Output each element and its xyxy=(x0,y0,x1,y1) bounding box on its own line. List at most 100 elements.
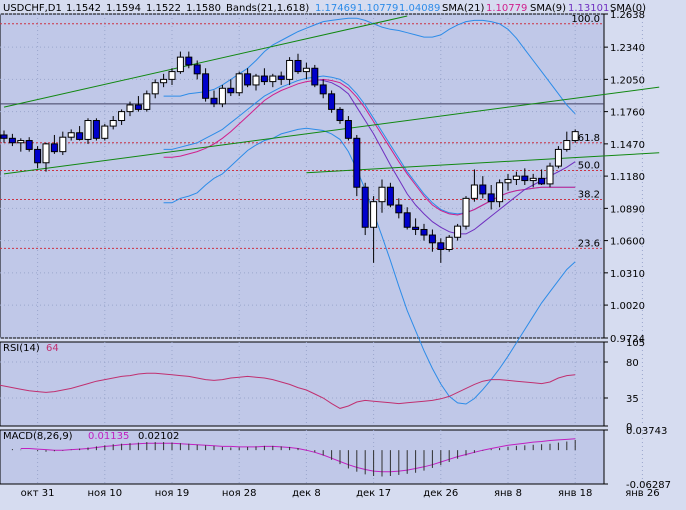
candle-body xyxy=(521,175,529,182)
candle-body xyxy=(554,148,562,167)
rsi-panel xyxy=(0,341,605,427)
candle-body xyxy=(151,82,159,95)
candle-body xyxy=(328,93,336,110)
macd-value-1: 0.01135 xyxy=(88,431,129,442)
quote-close: 1.1580 xyxy=(186,3,221,14)
candle-body xyxy=(412,226,420,230)
sma9-value: 1.13101 xyxy=(568,3,609,14)
sma21-value: 1.10779 xyxy=(486,3,527,14)
candle-body xyxy=(479,184,487,195)
date-tick-label: янв 18 xyxy=(558,488,592,499)
date-tick-label: дек 26 xyxy=(423,488,458,499)
bands-upper-value: 1.17469 xyxy=(315,3,356,14)
candle-body xyxy=(25,140,33,150)
candle-body xyxy=(428,234,436,244)
fibonacci-label: 50.0 xyxy=(578,161,600,172)
candle-body xyxy=(218,87,226,105)
date-tick-label: дек 8 xyxy=(292,488,321,499)
candle-body xyxy=(8,137,16,144)
price-tick-label: 1.0310 xyxy=(610,269,645,280)
channel-line xyxy=(306,152,660,174)
candle-body xyxy=(277,75,285,80)
bollinger-upper-line xyxy=(163,17,576,115)
candle-body xyxy=(529,177,537,182)
date-tick-label: ноя 10 xyxy=(88,488,123,499)
candle-body xyxy=(462,197,470,227)
rsi-tick-label: 35 xyxy=(626,394,639,405)
candle-body xyxy=(193,64,201,75)
candle-body xyxy=(403,212,411,228)
fibonacci-label: 38.2 xyxy=(578,189,600,200)
channel-line xyxy=(3,15,408,108)
price-tick-label: 1.0020 xyxy=(610,301,645,312)
candle-body xyxy=(76,132,84,140)
candle-body xyxy=(160,78,168,84)
candle-body xyxy=(260,75,268,83)
macd-tick-label: 0.03743 xyxy=(626,426,667,437)
candle-body xyxy=(370,201,378,228)
price-tick-label: 1.2340 xyxy=(610,43,645,54)
price-tick-label: 1.0890 xyxy=(610,204,645,215)
candle-body xyxy=(244,73,252,86)
candle-body xyxy=(269,75,277,83)
macd-value-2: 0.02102 xyxy=(138,431,179,442)
channel-line xyxy=(3,86,660,175)
date-tick-label: ноя 28 xyxy=(222,488,257,499)
sma9-label: SMA(9) xyxy=(530,3,566,14)
candle-body xyxy=(546,165,554,185)
sma21-label: SMA(21) xyxy=(442,3,484,14)
candle-body xyxy=(143,93,151,110)
date-tick-label: янв 26 xyxy=(625,488,659,499)
price-tick-label: 1.1470 xyxy=(610,140,645,151)
candle-body xyxy=(378,186,386,203)
quote-low: 1.1522 xyxy=(146,3,181,14)
candle-body xyxy=(386,186,394,206)
candle-body xyxy=(344,120,352,139)
price-tick-label: 1.2050 xyxy=(610,75,645,86)
price-tick-label: 1.1180 xyxy=(610,172,645,183)
date-tick-label: окт 31 xyxy=(21,488,55,499)
sma9-line xyxy=(314,78,576,235)
symbol-label: USDCHF,D1 xyxy=(3,3,62,14)
fibonacci-label: 61.8 xyxy=(578,133,600,144)
candle-body xyxy=(311,67,319,86)
bands-middle-value: 1.10779 xyxy=(357,3,398,14)
date-tick-label: ноя 19 xyxy=(155,488,190,499)
candle-body xyxy=(571,131,579,142)
price-tick-label: 0.9724 xyxy=(610,334,645,345)
sma-extra-label: SMA(0) xyxy=(610,3,646,14)
rsi-label: RSI(14) xyxy=(3,343,40,354)
candle-body xyxy=(487,193,495,203)
candle-body xyxy=(185,56,193,66)
candle-body xyxy=(67,132,75,138)
candle-body xyxy=(109,120,117,127)
rsi-value: 64 xyxy=(46,343,59,354)
candle-body xyxy=(176,56,184,73)
candle-body xyxy=(445,236,453,250)
macd-label: MACD(8,26,9) xyxy=(3,431,73,442)
candle-body xyxy=(34,148,42,164)
rsi-tick-label: 105 xyxy=(626,338,645,349)
candle-body xyxy=(168,71,176,80)
candle-body xyxy=(420,228,428,236)
candle-body xyxy=(210,97,218,105)
rsi-tick-label: 80 xyxy=(626,358,639,369)
candle-body xyxy=(361,186,369,228)
candle-body xyxy=(286,59,294,80)
macd-tick-label: -0.06287 xyxy=(626,480,671,491)
candle-body xyxy=(59,136,67,153)
fibonacci-label: 23.6 xyxy=(578,238,600,249)
candle-body xyxy=(319,84,327,95)
bands-label: Bands(21,1.618) xyxy=(226,3,309,14)
candle-body xyxy=(84,120,92,140)
bands-lower-value: 1.04089 xyxy=(399,3,440,14)
sma21-line xyxy=(163,78,576,216)
rsi-tick-label: 0 xyxy=(626,422,632,433)
candle-body xyxy=(504,178,512,184)
candle-body xyxy=(17,140,25,144)
candle-body xyxy=(50,143,58,153)
candle-body xyxy=(101,125,109,139)
macd-panel xyxy=(0,429,605,485)
candle-body xyxy=(42,143,50,164)
